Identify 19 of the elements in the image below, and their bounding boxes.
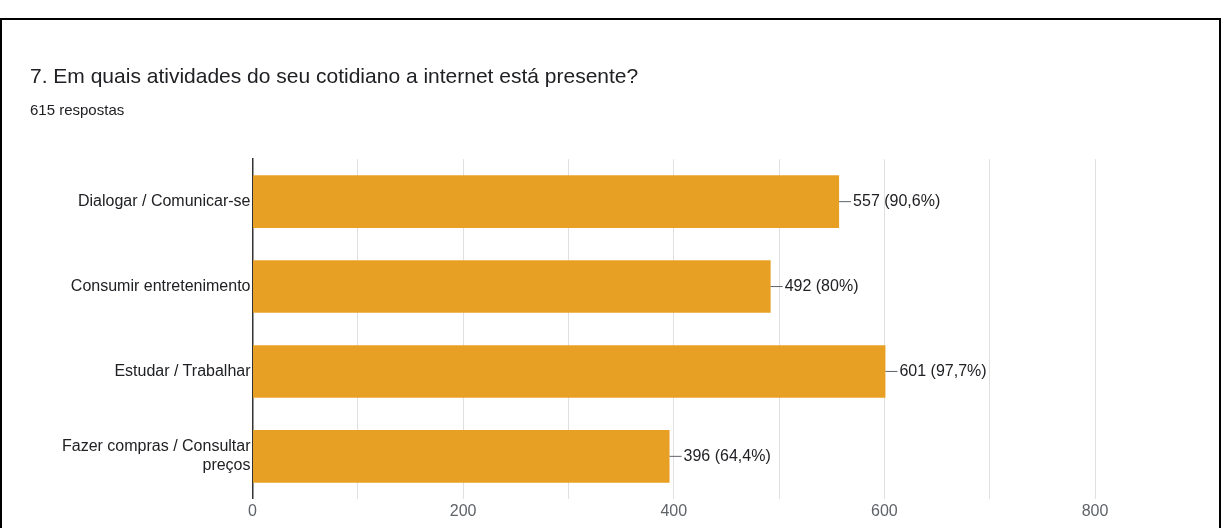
bar xyxy=(253,345,886,398)
bar xyxy=(253,430,670,483)
chart-title: 7. Em quais atividades do seu cotidiano a internet está presente? xyxy=(30,64,639,88)
x-tick-label: 0 xyxy=(248,501,258,519)
x-tick-label: 600 xyxy=(871,501,898,519)
x-tick-label: 800 xyxy=(1081,501,1109,519)
data-label: 601 (97,7%) xyxy=(899,361,987,379)
data-label: 557 (90,6%) xyxy=(853,192,941,210)
data-label: 492 (80%) xyxy=(784,276,859,294)
y-tick-label: Estudar / Trabalhar xyxy=(114,361,252,379)
x-tick-label: 400 xyxy=(660,501,688,519)
y-tick-label: Dialogar / Comunicar-se xyxy=(77,192,251,210)
text: 615 respostas xyxy=(30,101,125,118)
bar xyxy=(253,260,771,313)
y-tick-label: Fazer compras / Consultar preços xyxy=(61,437,252,474)
data-label: 396 (64,4%) xyxy=(683,446,771,464)
bar xyxy=(253,175,840,228)
x-tick-label: 200 xyxy=(449,501,477,519)
y-tick-label: Consumir entretenimento xyxy=(70,276,251,294)
